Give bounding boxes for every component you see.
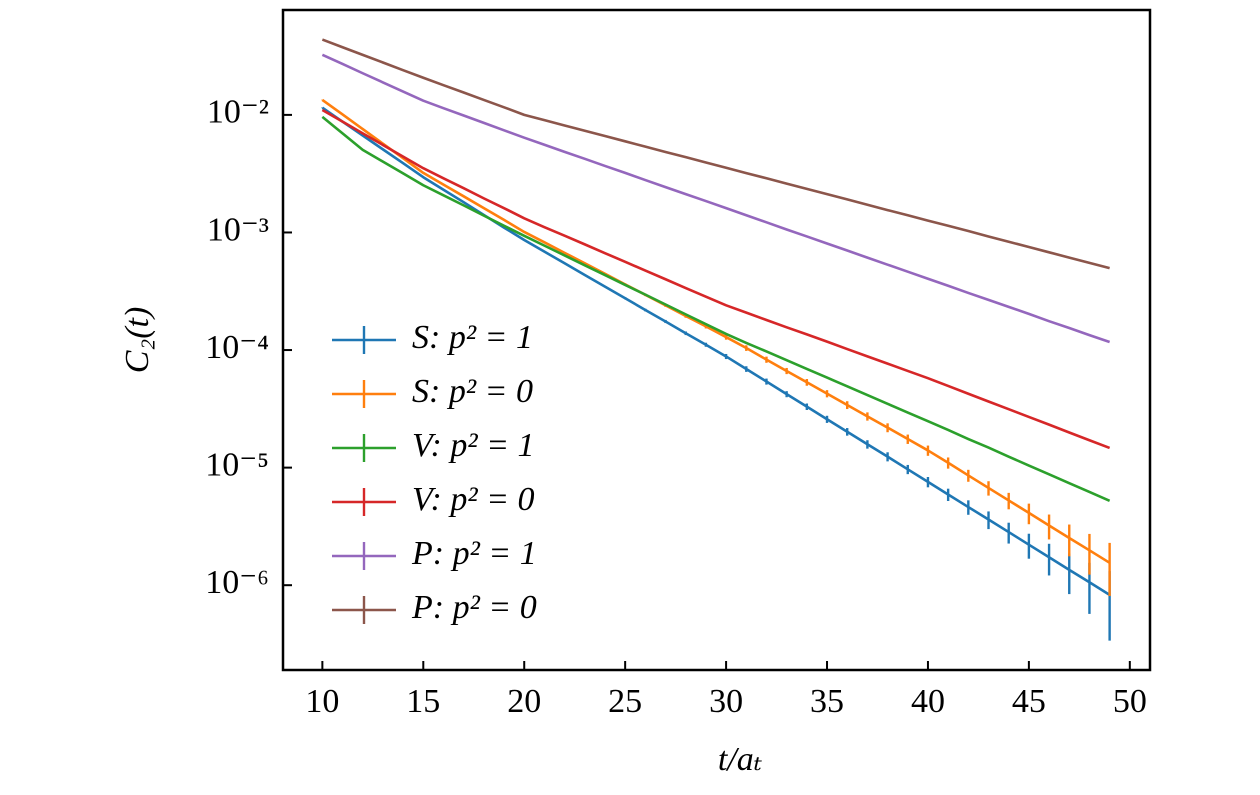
series-line <box>321 53 1111 344</box>
legend-label: V: p² = 0 <box>412 481 535 518</box>
y-axis-label: C₂(t) <box>119 307 156 374</box>
x-tick-label: 35 <box>810 683 844 720</box>
legend-label: P: p² = 1 <box>411 535 537 572</box>
x-tick-label: 50 <box>1113 683 1147 720</box>
series-line <box>321 98 1111 564</box>
series-line <box>321 38 1110 270</box>
x-tick-label: 45 <box>1012 683 1046 720</box>
series-line <box>321 115 1111 503</box>
x-tick-label: 10 <box>305 683 339 720</box>
x-tick-label: 20 <box>507 683 541 720</box>
x-axis-label: t/aₜ <box>718 741 763 778</box>
y-tick-label: 10⁻³ <box>207 211 269 248</box>
legend-label: S: p² = 0 <box>412 373 533 410</box>
x-tick-label: 30 <box>709 683 743 720</box>
legend-label: S: p² = 1 <box>412 319 533 356</box>
y-tick-label: 10⁻⁴ <box>205 329 269 366</box>
plot-frame <box>281 8 1152 672</box>
x-tick-label: 15 <box>406 683 440 720</box>
legend-label: V: p² = 1 <box>412 427 535 464</box>
x-tick-label: 25 <box>608 683 642 720</box>
y-tick-label: 10⁻⁵ <box>205 446 269 483</box>
x-tick-label: 40 <box>911 683 945 720</box>
series-line <box>321 106 1111 596</box>
y-tick-label: 10⁻⁶ <box>205 564 269 601</box>
y-tick-label: 10⁻² <box>207 94 269 131</box>
legend-label: P: p² = 0 <box>411 589 537 626</box>
series-line <box>321 108 1111 450</box>
